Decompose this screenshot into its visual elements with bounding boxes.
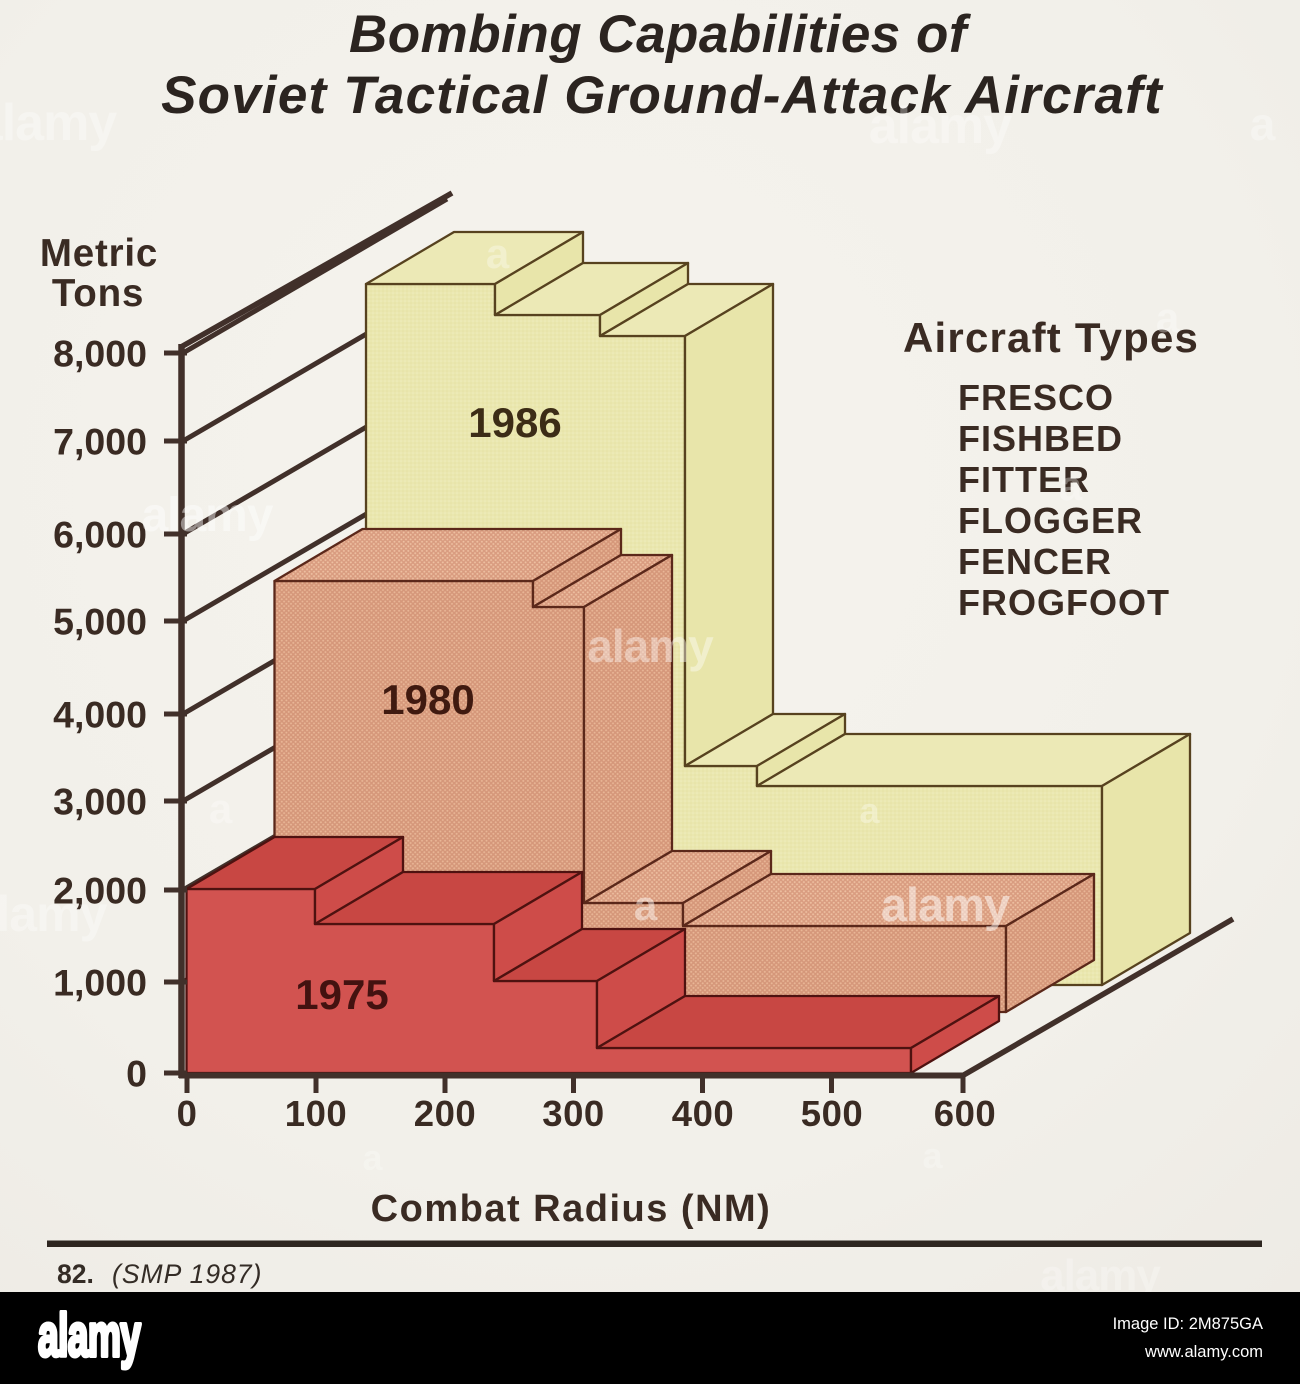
svg-text:3,000: 3,000 <box>53 781 147 823</box>
svg-text:Combat Radius (NM): Combat Radius (NM) <box>371 1188 772 1230</box>
svg-text:www.alamy.com: www.alamy.com <box>1144 1343 1263 1361</box>
svg-text:a: a <box>486 230 510 277</box>
svg-text:a: a <box>209 785 233 832</box>
svg-text:FRESCO: FRESCO <box>958 377 1114 418</box>
svg-text:alamy: alamy <box>38 1302 141 1369</box>
svg-text:a: a <box>1250 98 1276 150</box>
svg-text:FLOGGER: FLOGGER <box>958 500 1143 541</box>
svg-text:400: 400 <box>672 1093 734 1134</box>
svg-text:a: a <box>1059 462 1083 509</box>
svg-text:Tons: Tons <box>52 272 144 315</box>
svg-text:5,000: 5,000 <box>53 601 147 643</box>
svg-text:alamy: alamy <box>881 878 1010 931</box>
svg-text:Image ID: 2M875GA: Image ID: 2M875GA <box>1113 1315 1263 1333</box>
svg-text:FITTER: FITTER <box>958 459 1090 500</box>
svg-text:7,000: 7,000 <box>53 421 147 463</box>
svg-text:500: 500 <box>801 1093 863 1134</box>
svg-text:Aircraft Types: Aircraft Types <box>903 314 1199 361</box>
svg-text:FENCER: FENCER <box>958 541 1112 582</box>
svg-text:a: a <box>1156 294 1180 341</box>
svg-text:alamy: alamy <box>587 620 714 672</box>
svg-text:alamy: alamy <box>1040 1251 1161 1300</box>
svg-text:200: 200 <box>414 1093 476 1134</box>
svg-text:0: 0 <box>126 1053 147 1095</box>
svg-text:2,000: 2,000 <box>53 870 147 912</box>
svg-text:a: a <box>922 1135 943 1176</box>
svg-text:a: a <box>634 882 658 929</box>
svg-text:82.: 82. <box>57 1259 94 1289</box>
svg-text:8,000: 8,000 <box>53 333 147 375</box>
svg-text:a: a <box>362 1137 383 1178</box>
svg-text:Soviet Tactical Ground-Attack: Soviet Tactical Ground-Attack Aircraft <box>161 66 1164 125</box>
svg-text:alamy: alamy <box>0 886 108 942</box>
svg-text:alamy: alamy <box>141 489 273 542</box>
svg-text:FROGFOOT: FROGFOOT <box>958 582 1170 623</box>
svg-text:alamy: alamy <box>0 94 117 152</box>
svg-text:FISHBED: FISHBED <box>958 418 1123 459</box>
svg-text:1975: 1975 <box>295 971 388 1018</box>
svg-text:alamy: alamy <box>869 97 1013 155</box>
svg-text:Metric: Metric <box>40 232 158 275</box>
svg-text:100: 100 <box>285 1093 347 1134</box>
svg-text:Bombing Capabilities of: Bombing Capabilities of <box>349 5 972 64</box>
svg-text:0: 0 <box>177 1093 198 1134</box>
svg-text:4,000: 4,000 <box>53 694 147 736</box>
svg-text:1986: 1986 <box>468 399 561 446</box>
svg-text:600: 600 <box>934 1093 996 1134</box>
svg-text:300: 300 <box>542 1093 604 1134</box>
svg-text:6,000: 6,000 <box>53 514 147 556</box>
svg-text:a: a <box>859 790 880 831</box>
svg-text:1,000: 1,000 <box>53 962 147 1004</box>
svg-text:1980: 1980 <box>381 676 474 723</box>
svg-text:(SMP 1987): (SMP 1987) <box>112 1259 262 1289</box>
